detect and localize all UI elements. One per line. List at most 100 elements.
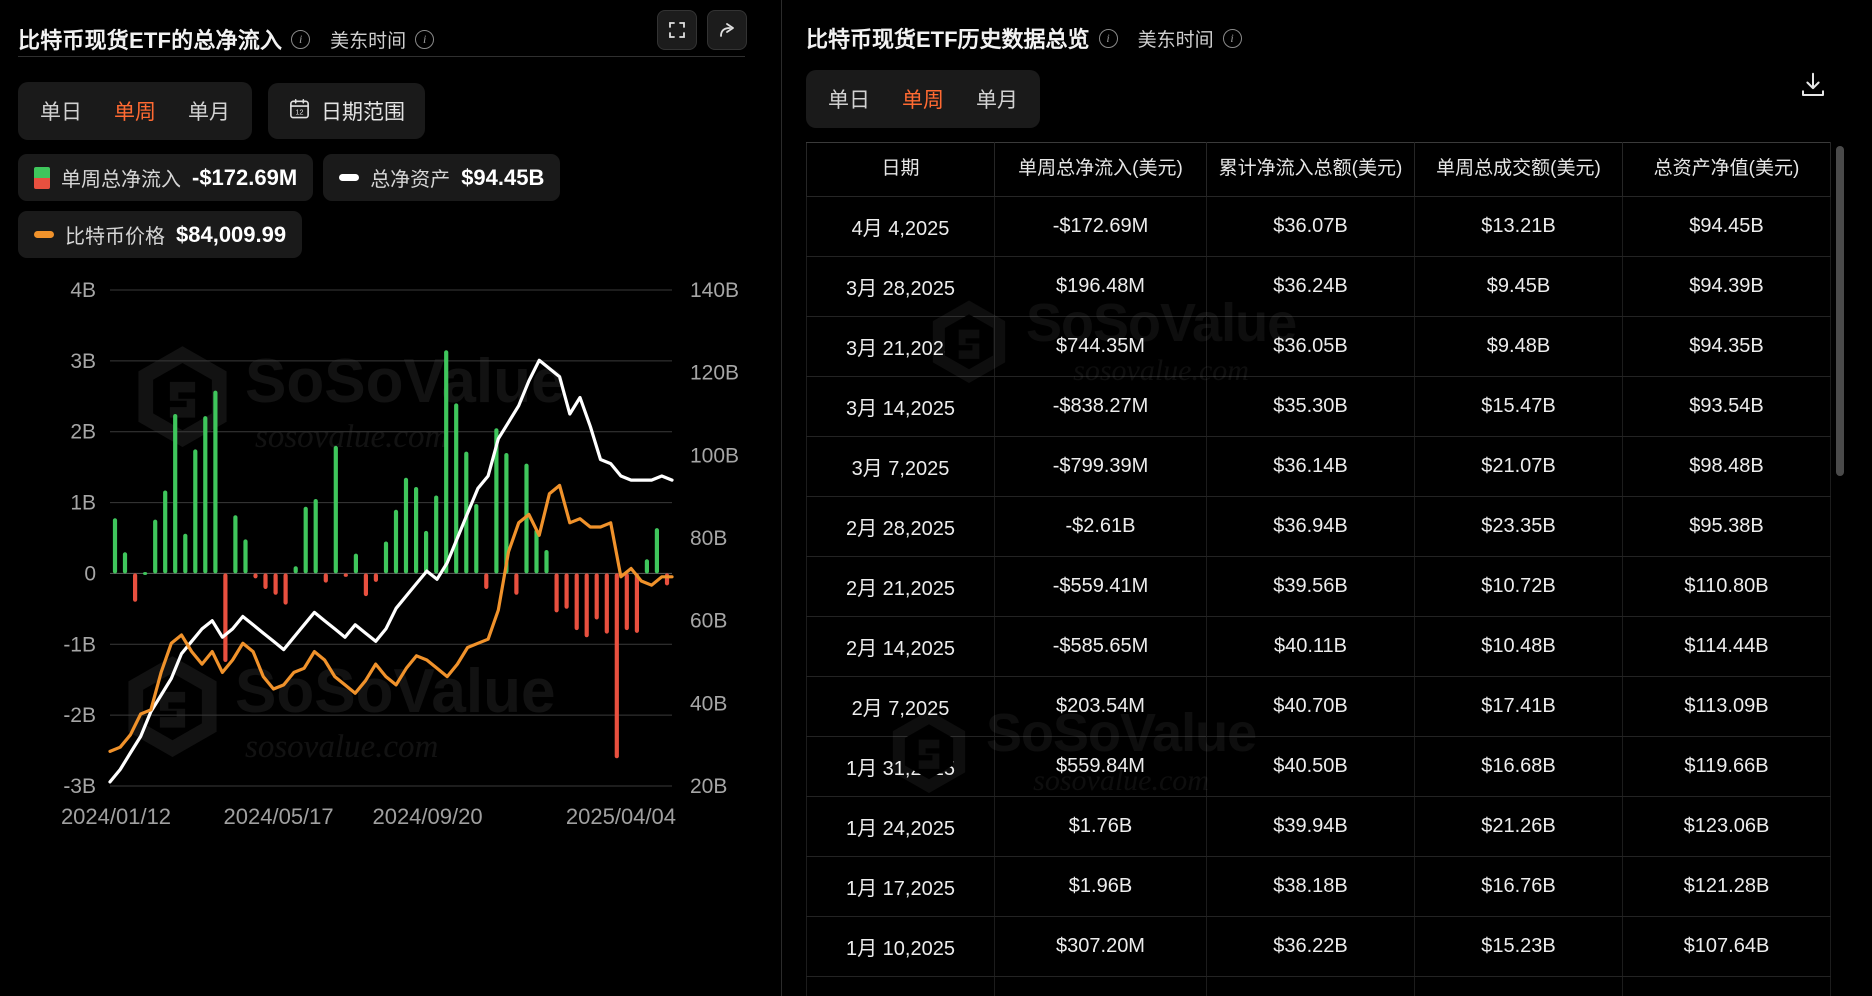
legend-item-btcprice[interactable]: 比特币价格 $84,009.99	[18, 211, 303, 258]
col-header-total-nav[interactable]: 总资产净值(美元)	[1622, 142, 1831, 197]
table-timezone-info-icon[interactable]: i	[1222, 28, 1242, 48]
svg-text:SoSoValue: SoSoValue	[235, 657, 555, 726]
cell-date: 3月 28,2025	[806, 256, 995, 317]
timezone-info-icon[interactable]: i	[415, 29, 435, 49]
cell-weekly-netflow: $244.99M	[994, 976, 1207, 996]
chart-bar	[414, 487, 419, 574]
cell-date: 3月 21,2025	[806, 316, 995, 377]
chart-bar	[193, 449, 198, 574]
cell-cumulative-netflow: $36.94B	[1206, 496, 1415, 557]
cell-cumulative-netflow: $35.91B	[1206, 976, 1415, 996]
table-row[interactable]: 2月 28,2025 -$2.61B $36.94B $23.35B $95.38B	[806, 496, 1831, 557]
table-row[interactable]: 4月 4,2025 -$172.69M $36.07B $13.21B $94.45B	[806, 196, 1831, 257]
cell-cumulative-netflow: $36.07B	[1206, 196, 1415, 257]
table-panel-header: 比特币现货ETF历史数据总览 i 美东时间 i	[806, 0, 1872, 58]
etf-history-table: 日期 单周总净流入(美元) 累计净流入总额(美元) 单周总成交额(美元) 总资产…	[806, 142, 1831, 996]
table-row[interactable]: 2月 14,2025 -$585.65M $40.11B $10.48B $114.44…	[806, 616, 1831, 677]
chart-period-tabs: 单日 单周 单月	[18, 82, 252, 140]
table-row[interactable]: 1月 31,2025 $559.84M $40.50B $16.68B $119.66B	[806, 736, 1831, 797]
etf-netflow-chart[interactable]: SoSoValue sosovalue.com SoSoValue sosovalue…	[0, 262, 782, 862]
table-scrollbar[interactable]	[1836, 142, 1844, 996]
header-divider	[18, 56, 745, 57]
cell-date: 1月 17,2025	[806, 856, 995, 917]
table-tab-monthly[interactable]: 单月	[976, 89, 1018, 112]
cell-weekly-volume: $15.23B	[1414, 916, 1623, 977]
cell-total-nav: $94.35B	[1622, 316, 1831, 377]
chart-bar	[263, 573, 268, 589]
col-header-date[interactable]: 日期	[806, 142, 995, 197]
col-header-weekly-volume[interactable]: 单周总成交额(美元)	[1414, 142, 1623, 197]
chart-bar	[243, 539, 248, 574]
cell-cumulative-netflow: $36.24B	[1206, 256, 1415, 317]
legend-netassets-label: 总净资产	[370, 169, 451, 191]
chart-bar	[373, 573, 378, 582]
table-tab-daily[interactable]: 单日	[828, 89, 870, 112]
cell-date: 2月 7,2025	[806, 676, 995, 737]
tab-monthly[interactable]: 单月	[188, 101, 230, 124]
table-row[interactable]: 3月 7,2025 -$799.39M $36.14B $21.07B $98.48B	[806, 436, 1831, 497]
cell-total-nav: $114.44B	[1622, 616, 1831, 677]
cell-total-nav: $123.06B	[1622, 796, 1831, 857]
chart-controls: 单日 单周 单月 12 日期范围	[0, 64, 781, 140]
y-axis-tick-right: 140B	[690, 279, 739, 302]
col-header-cumulative-netflow[interactable]: 累计净流入总额(美元)	[1206, 142, 1415, 197]
table-row[interactable]: 1月 17,2025 $1.96B $38.18B $16.76B $121.28B	[806, 856, 1831, 917]
download-icon[interactable]	[1796, 68, 1830, 102]
chart-bar	[303, 506, 308, 574]
chart-bar	[614, 573, 619, 759]
table-row[interactable]: 1月 10,2025 $307.20M $36.22B $15.23B $107.64B	[806, 916, 1831, 977]
info-icon[interactable]: i	[291, 29, 311, 49]
x-axis-tick: 2025/04/04	[566, 804, 676, 829]
chart-bar	[343, 573, 348, 577]
chart-bar	[604, 573, 609, 634]
chart-bar	[644, 559, 649, 574]
cell-weekly-volume: $9.48B	[1414, 316, 1623, 377]
table-row[interactable]: 2月 21,2025 -$559.41M $39.56B $10.72B $110.80…	[806, 556, 1831, 617]
cell-total-nav: $113.09B	[1622, 676, 1831, 737]
cell-weekly-volume: $15.47B	[1414, 376, 1623, 437]
cell-weekly-volume: $16.68B	[1414, 736, 1623, 797]
line-swatch-white-icon	[339, 174, 360, 181]
y-axis-tick-right: 100B	[690, 444, 739, 467]
y-axis-tick-left: -2B	[63, 704, 96, 727]
svg-text:12: 12	[296, 108, 304, 116]
table-row[interactable]: 3月 14,2025 -$838.27M $35.30B $15.47B $93.54B	[806, 376, 1831, 437]
history-table-panel: 比特币现货ETF历史数据总览 i 美东时间 i 单日 单周 单月 SoSoVal…	[782, 0, 1872, 996]
tab-daily[interactable]: 单日	[40, 101, 82, 124]
chart-bar	[353, 553, 358, 574]
chart-bar	[403, 477, 409, 574]
cell-cumulative-netflow: $39.94B	[1206, 796, 1415, 857]
chart-bar	[574, 573, 579, 631]
tab-weekly[interactable]: 单周	[114, 101, 156, 124]
col-header-weekly-netflow[interactable]: 单周总净流入(美元)	[994, 142, 1207, 197]
chart-bar	[484, 573, 489, 589]
cell-weekly-volume: $17.41B	[1414, 676, 1623, 737]
table-row[interactable]: 1月 24,2025 $1.76B $39.94B $21.26B $123.06B	[806, 796, 1831, 857]
cell-cumulative-netflow: $36.14B	[1206, 436, 1415, 497]
y-axis-tick-left: 2B	[70, 421, 96, 444]
table-row[interactable]: 3月 21,2025 $744.35M $36.05B $9.48B $94.35B	[806, 316, 1831, 377]
x-axis-tick: 2024/01/12	[61, 804, 171, 829]
chart-bar	[333, 445, 338, 574]
svg-text:sosovalue.com: sosovalue.com	[255, 419, 448, 455]
table-scroll-container[interactable]: SoSoValue sosovalue.com SoSoValue sosova…	[806, 142, 1846, 996]
cell-total-nav: $94.45B	[1622, 196, 1831, 257]
table-scrollbar-thumb[interactable]	[1836, 146, 1844, 476]
fullscreen-icon[interactable]	[657, 10, 697, 50]
legend-item-netflow[interactable]: 单周总净流入 -$172.69M	[18, 154, 314, 201]
table-row[interactable]: 3月 28,2025 $196.48M $36.24B $9.45B $94.39B	[806, 256, 1831, 317]
cell-date: 1月 10,2025	[806, 916, 995, 977]
chart-bar	[163, 490, 168, 574]
table-row[interactable]: 2月 7,2025 $203.54M $40.70B $17.41B $113.09B	[806, 676, 1831, 737]
date-range-button[interactable]: 12 日期范围	[268, 83, 425, 139]
chart-bar	[584, 573, 589, 638]
chart-bar	[153, 519, 158, 574]
chart-bar	[624, 573, 629, 631]
cell-weekly-netflow: -$559.41M	[994, 556, 1207, 617]
table-info-icon[interactable]: i	[1098, 28, 1118, 48]
cell-date: 1月 3,2025	[806, 976, 995, 996]
share-icon[interactable]	[707, 10, 747, 50]
table-tab-weekly[interactable]: 单周	[902, 89, 944, 112]
table-row[interactable]: 1月 3,2025$244.99M$35.91B$11.22B$111.46B	[806, 976, 1831, 996]
legend-item-netassets[interactable]: 总净资产 $94.45B	[323, 154, 561, 201]
